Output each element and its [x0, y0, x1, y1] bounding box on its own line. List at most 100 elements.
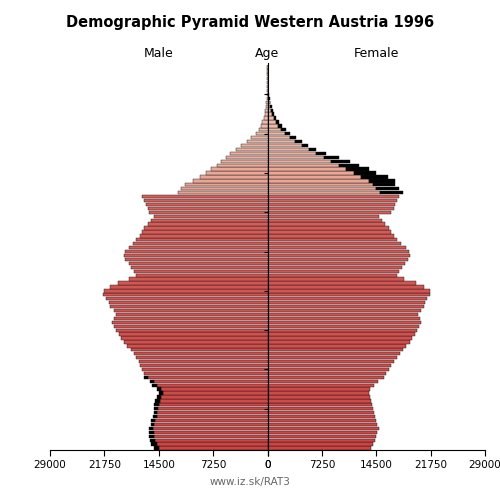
Text: Female: Female [354, 47, 399, 60]
Bar [185, 183, 268, 186]
Bar [162, 392, 268, 394]
Bar [161, 396, 268, 398]
Bar [268, 396, 370, 398]
Bar [316, 152, 326, 155]
Bar [246, 140, 268, 143]
Bar [160, 399, 268, 402]
Bar [268, 434, 376, 438]
Text: www.iz.sk/RAT3: www.iz.sk/RAT3 [210, 478, 290, 488]
Bar [268, 392, 369, 394]
Bar [206, 172, 268, 174]
Bar [281, 128, 285, 132]
Bar [148, 206, 268, 210]
Bar [268, 124, 278, 128]
Bar [272, 112, 274, 116]
Bar [268, 411, 374, 414]
Bar [274, 116, 276, 119]
Bar [268, 344, 406, 348]
Bar [148, 376, 268, 379]
Bar [124, 340, 268, 344]
Bar [268, 403, 372, 406]
Bar [268, 364, 391, 367]
Bar [268, 423, 377, 426]
Bar [150, 423, 154, 426]
Bar [346, 168, 369, 171]
Bar [268, 206, 394, 210]
Bar [268, 222, 385, 226]
Bar [372, 183, 395, 186]
Bar [134, 270, 268, 273]
Bar [268, 203, 395, 206]
Bar [155, 399, 160, 402]
Bar [154, 434, 268, 438]
Bar [266, 100, 268, 104]
Bar [268, 195, 399, 198]
Bar [211, 168, 268, 171]
Bar [331, 160, 350, 163]
Bar [268, 144, 302, 147]
Bar [268, 324, 419, 328]
Bar [142, 195, 268, 198]
Bar [268, 152, 316, 155]
Bar [268, 218, 382, 222]
Bar [324, 156, 339, 159]
Bar [265, 108, 268, 112]
Bar [268, 419, 376, 422]
Bar [161, 388, 268, 391]
Bar [268, 176, 361, 178]
Bar [268, 368, 389, 371]
Bar [268, 320, 421, 324]
Bar [131, 266, 268, 269]
Bar [268, 140, 295, 143]
Bar [268, 430, 377, 434]
Bar [104, 289, 268, 292]
Bar [200, 176, 268, 178]
Bar [268, 336, 412, 340]
Bar [268, 116, 274, 119]
Bar [118, 282, 268, 284]
Bar [221, 160, 268, 163]
Bar [110, 286, 268, 288]
Bar [268, 297, 427, 300]
Bar [290, 136, 296, 140]
Bar [268, 183, 372, 186]
Bar [361, 176, 388, 178]
Bar [354, 172, 376, 174]
Bar [144, 372, 268, 375]
Bar [251, 136, 268, 140]
Bar [149, 434, 154, 438]
Bar [126, 344, 268, 348]
Bar [268, 191, 380, 194]
Bar [268, 340, 410, 344]
Bar [230, 152, 268, 155]
Bar [125, 258, 268, 261]
Bar [241, 144, 268, 147]
Bar [114, 309, 268, 312]
Bar [119, 332, 268, 336]
Bar [268, 372, 386, 375]
Bar [181, 187, 268, 190]
Bar [156, 442, 268, 446]
Bar [154, 403, 159, 406]
Bar [114, 324, 268, 328]
Bar [268, 270, 399, 273]
Bar [271, 108, 273, 112]
Bar [268, 415, 375, 418]
Bar [268, 226, 389, 230]
Bar [268, 305, 424, 308]
Bar [268, 356, 396, 360]
Bar [268, 172, 354, 174]
Bar [152, 384, 156, 387]
Bar [108, 301, 268, 304]
Bar [154, 423, 268, 426]
Bar [144, 376, 148, 379]
Bar [159, 403, 268, 406]
Bar [151, 419, 155, 422]
Bar [268, 108, 271, 112]
Bar [264, 116, 268, 119]
Bar [140, 234, 268, 237]
Bar [157, 388, 161, 391]
Bar [268, 210, 391, 214]
Bar [129, 246, 268, 250]
Bar [268, 234, 394, 237]
